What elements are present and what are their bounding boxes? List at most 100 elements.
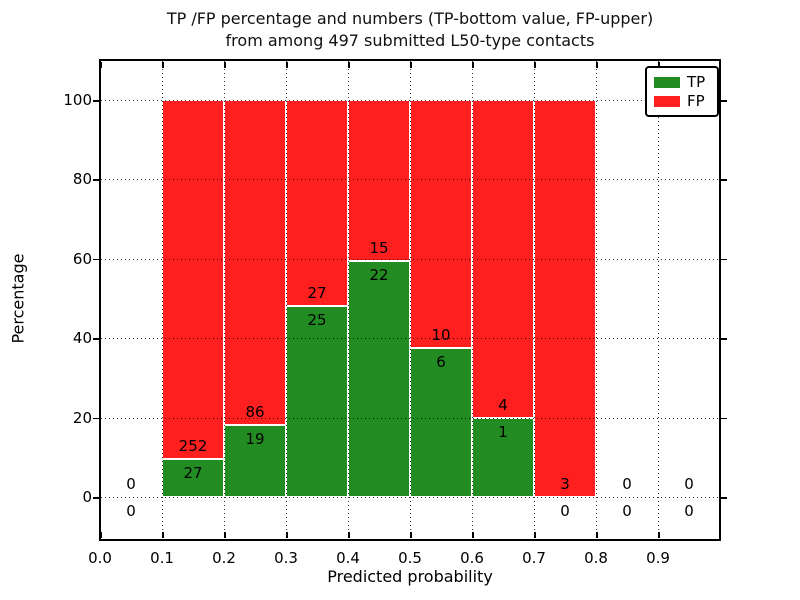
tick-mark-y-right bbox=[720, 258, 727, 261]
y-tick-label: 100 bbox=[63, 91, 92, 109]
tick-mark-x-top bbox=[534, 62, 536, 68]
tick-mark-x-bottom bbox=[472, 532, 474, 538]
tick-mark-y-right bbox=[720, 417, 727, 420]
tick-mark-x-bottom bbox=[348, 532, 350, 538]
gridline-vertical bbox=[596, 61, 597, 539]
x-tick-label: 0.0 bbox=[88, 549, 112, 567]
x-tick-label: 0.9 bbox=[646, 549, 670, 567]
x-tick-label: 0.7 bbox=[522, 549, 546, 567]
y-tick-label: 80 bbox=[72, 170, 92, 189]
tick-mark-y-right bbox=[720, 100, 727, 102]
tick-mark-y-right bbox=[720, 497, 727, 499]
chart-title-line2: from among 497 submitted L50-type contac… bbox=[225, 31, 595, 50]
tick-mark-x-bottom bbox=[286, 532, 288, 538]
gridline-vertical bbox=[534, 61, 535, 539]
bar-segment-fp bbox=[286, 100, 348, 307]
legend-swatch-tp bbox=[654, 76, 680, 88]
gridline-vertical bbox=[472, 61, 473, 539]
tick-mark-y-left bbox=[93, 258, 100, 261]
tick-mark-x-bottom bbox=[534, 532, 536, 538]
tick-mark-x-top bbox=[658, 62, 660, 68]
tick-mark-x-bottom bbox=[224, 532, 226, 538]
tick-mark-y-left bbox=[93, 497, 100, 499]
bar-fp-count-label: 4 bbox=[498, 395, 508, 414]
chart-title: TP /FP percentage and numbers (TP-bottom… bbox=[100, 8, 720, 52]
tick-mark-x-bottom bbox=[410, 532, 412, 538]
bar-tp-count-label: 0 bbox=[560, 502, 570, 520]
bar-tp-count-label: 0 bbox=[622, 502, 632, 520]
x-tick-label: 0.5 bbox=[398, 549, 422, 567]
bar-tp-count-label: 27 bbox=[183, 463, 203, 482]
gridline-vertical bbox=[286, 61, 287, 539]
bar-segment-fp bbox=[410, 100, 472, 349]
bar-tp-count-label: 25 bbox=[307, 311, 327, 330]
bar-fp-count-label: 27 bbox=[307, 284, 327, 303]
x-axis-label: Predicted probability bbox=[327, 567, 493, 586]
bar-segment-fp bbox=[348, 100, 410, 261]
bar-segment-tp bbox=[410, 348, 472, 497]
y-tick-label: 40 bbox=[72, 329, 92, 348]
bar-segment-fp bbox=[162, 100, 224, 459]
legend: TP FP bbox=[645, 66, 719, 117]
bar-fp-count-label: 0 bbox=[622, 475, 632, 493]
tick-mark-x-bottom bbox=[100, 532, 102, 538]
tick-mark-x-top bbox=[286, 62, 288, 68]
gridline-vertical bbox=[410, 61, 411, 539]
bar-fp-count-label: 86 bbox=[245, 403, 265, 422]
bar-tp-count-label: 19 bbox=[245, 430, 265, 449]
tick-mark-y-left bbox=[93, 179, 100, 181]
x-tick-label: 0.1 bbox=[150, 549, 174, 567]
bar-fp-count-label: 10 bbox=[431, 326, 451, 345]
tick-mark-x-top bbox=[596, 62, 598, 68]
x-tick-label: 0.8 bbox=[584, 549, 608, 567]
gridline-vertical bbox=[162, 61, 163, 539]
bar-tp-count-label: 0 bbox=[126, 502, 136, 520]
x-tick-label: 0.3 bbox=[274, 549, 298, 567]
bar-tp-count-label: 1 bbox=[498, 422, 508, 441]
tick-mark-x-top bbox=[224, 62, 226, 68]
bar-fp-count-label: 252 bbox=[178, 436, 208, 455]
chart-title-line1: TP /FP percentage and numbers (TP-bottom… bbox=[166, 9, 654, 28]
bar-segment-tp bbox=[286, 306, 348, 497]
bar-fp-count-label: 15 bbox=[369, 238, 389, 257]
legend-item: TP bbox=[647, 72, 717, 91]
tick-mark-y-left bbox=[93, 100, 100, 102]
x-tick-label: 0.2 bbox=[212, 549, 236, 567]
tick-mark-x-top bbox=[410, 62, 412, 68]
tick-mark-x-bottom bbox=[162, 532, 164, 538]
bar-tp-count-label: 0 bbox=[684, 502, 694, 520]
tick-mark-y-right bbox=[720, 338, 727, 340]
legend-swatch-fp bbox=[654, 95, 680, 107]
legend-label: FP bbox=[687, 91, 705, 110]
bar-segment-fp bbox=[534, 100, 596, 497]
y-tick-label: 60 bbox=[72, 249, 92, 268]
x-tick-label: 0.6 bbox=[460, 549, 484, 567]
tick-mark-x-top bbox=[348, 62, 350, 68]
y-axis-label: Percentage bbox=[8, 253, 28, 344]
bar-tp-count-label: 6 bbox=[436, 353, 446, 372]
gridline-vertical bbox=[348, 61, 349, 539]
tick-mark-x-top bbox=[162, 62, 164, 68]
y-tick-label: 0 bbox=[82, 488, 92, 506]
tick-mark-y-left bbox=[93, 338, 100, 340]
gridline-vertical bbox=[658, 61, 659, 539]
tick-mark-x-top bbox=[100, 62, 102, 68]
legend-item: FP bbox=[647, 91, 717, 110]
tick-mark-y-left bbox=[93, 417, 100, 420]
x-tick-label: 0.4 bbox=[336, 549, 360, 567]
bar-segment-tp bbox=[348, 260, 410, 497]
bar-tp-count-label: 22 bbox=[369, 265, 389, 284]
bar-fp-count-label: 0 bbox=[684, 475, 694, 493]
bar-fp-count-label: 0 bbox=[126, 475, 136, 493]
gridline-vertical bbox=[224, 61, 225, 539]
tick-mark-x-top bbox=[472, 62, 474, 68]
tick-mark-y-right bbox=[720, 179, 727, 181]
plot-area bbox=[99, 59, 721, 541]
legend-label: TP bbox=[687, 72, 706, 91]
tick-mark-x-bottom bbox=[658, 532, 660, 538]
y-tick-label: 20 bbox=[72, 408, 92, 427]
bar-segment-fp bbox=[224, 100, 286, 426]
tick-mark-x-bottom bbox=[596, 532, 598, 538]
bar-fp-count-label: 3 bbox=[560, 475, 570, 493]
